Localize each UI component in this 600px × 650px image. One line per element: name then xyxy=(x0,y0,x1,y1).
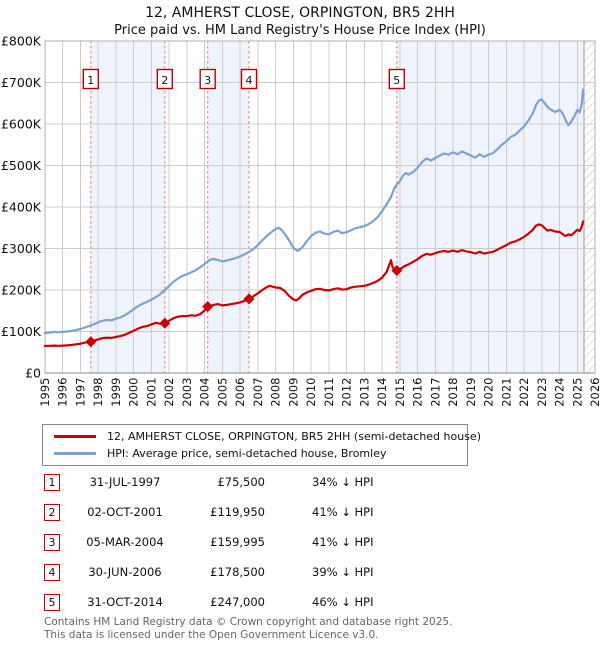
svg-text:2: 2 xyxy=(161,74,168,87)
transaction-hpi-delta: 39% ↓ HPI xyxy=(312,565,374,579)
transaction-row: 1 31-JUL-1997 £75,500 34% ↓ HPI xyxy=(44,467,564,497)
price-history-chart: 1 2 3 4 5 £0 £100K £200K £300K £400K £500K £600K £70… xyxy=(1,34,600,407)
page-subtitle: Price paid vs. HM Land Registry's House … xyxy=(114,23,486,38)
page-title: 12, AMHERST CLOSE, ORPINGTON, BR5 2HH xyxy=(145,5,455,21)
transaction-price: £75,500 xyxy=(217,475,265,489)
transaction-number-badge: 1 xyxy=(44,473,60,491)
x-axis-labels: 1995 1996 1997 1998 1999 2000 2001 2002 2003 2004… xyxy=(38,378,600,407)
transaction-hpi-delta: 46% ↓ HPI xyxy=(312,595,374,609)
legend-item-hpi: HPI: Average price, semi-detached house,… xyxy=(49,445,461,462)
legend-label-property: 12, AMHERST CLOSE, ORPINGTON, BR5 2HH (s… xyxy=(107,430,481,443)
footer-line: Contains HM Land Registry data © Crown c… xyxy=(44,616,453,628)
svg-text:1997: 1997 xyxy=(74,378,88,407)
sale-marker-boxes: 1 2 3 4 5 xyxy=(82,68,405,90)
property-line-swatch xyxy=(54,435,96,438)
svg-text:1998: 1998 xyxy=(91,378,105,407)
svg-text:2003: 2003 xyxy=(180,378,194,407)
transaction-date: 30-JUN-2006 xyxy=(88,565,162,579)
svg-text:2006: 2006 xyxy=(233,378,247,407)
svg-text:2009: 2009 xyxy=(286,378,300,407)
transaction-row: 5 31-OCT-2014 £247,000 46% ↓ HPI xyxy=(44,587,564,617)
svg-text:2019: 2019 xyxy=(464,378,478,407)
transaction-price: £178,500 xyxy=(210,565,265,579)
svg-text:£600K: £600K xyxy=(1,117,42,132)
svg-text:2000: 2000 xyxy=(127,378,141,407)
transaction-price: £159,995 xyxy=(210,535,265,549)
svg-text:2026: 2026 xyxy=(588,378,600,407)
svg-text:2001: 2001 xyxy=(145,378,159,407)
svg-text:2007: 2007 xyxy=(251,378,265,407)
svg-text:4: 4 xyxy=(246,74,253,87)
transaction-row: 4 30-JUN-2006 £178,500 39% ↓ HPI xyxy=(44,557,564,587)
svg-text:2022: 2022 xyxy=(517,378,531,407)
svg-text:£400K: £400K xyxy=(1,200,42,215)
svg-text:2018: 2018 xyxy=(446,378,460,407)
svg-text:3: 3 xyxy=(204,74,211,87)
transaction-date: 31-JUL-1997 xyxy=(89,475,161,489)
svg-text:2014: 2014 xyxy=(375,378,389,407)
transaction-hpi-delta: 41% ↓ HPI xyxy=(312,535,374,549)
svg-text:2013: 2013 xyxy=(357,378,371,407)
transaction-date: 31-OCT-2014 xyxy=(87,595,163,609)
property-line xyxy=(43,220,585,348)
transaction-number-badge: 3 xyxy=(44,533,60,551)
transaction-date: 02-OCT-2001 xyxy=(87,505,163,519)
legend-item-property: 12, AMHERST CLOSE, ORPINGTON, BR5 2HH (s… xyxy=(49,428,481,445)
chart-legend: 12, AMHERST CLOSE, ORPINGTON, BR5 2HH (s… xyxy=(42,424,481,466)
transaction-date: 05-MAR-2004 xyxy=(86,535,164,549)
svg-text:1996: 1996 xyxy=(56,378,70,407)
svg-text:£200K: £200K xyxy=(1,283,42,298)
transaction-hpi-delta: 41% ↓ HPI xyxy=(312,505,374,519)
svg-text:£300K: £300K xyxy=(1,241,42,256)
svg-text:2017: 2017 xyxy=(428,378,442,407)
legend-label-hpi: HPI: Average price, semi-detached house,… xyxy=(107,447,387,460)
svg-text:£100K: £100K xyxy=(1,324,42,339)
transaction-row: 2 02-OCT-2001 £119,950 41% ↓ HPI xyxy=(44,497,564,527)
y-axis-labels: £0 £100K £200K £300K £400K £500K £600K £700K £80… xyxy=(1,34,42,381)
svg-text:2002: 2002 xyxy=(162,378,176,407)
sale-date-lines xyxy=(90,41,398,373)
transaction-price: £119,950 xyxy=(210,505,265,519)
svg-text:2015: 2015 xyxy=(393,378,407,407)
svg-text:2010: 2010 xyxy=(304,378,318,407)
svg-text:2016: 2016 xyxy=(411,378,425,407)
sale-point-markers xyxy=(85,265,403,348)
svg-text:2011: 2011 xyxy=(322,378,336,407)
footer-line: This data is licensed under the Open Gov… xyxy=(44,628,379,641)
transactions-table: 1 31-JUL-1997 £75,500 34% ↓ HPI 2 02-OCT… xyxy=(44,467,564,617)
svg-text:1: 1 xyxy=(87,74,94,87)
svg-text:2004: 2004 xyxy=(198,378,212,407)
transaction-number-badge: 5 xyxy=(44,593,60,611)
svg-text:£500K: £500K xyxy=(1,158,42,173)
svg-text:£700K: £700K xyxy=(1,75,42,90)
transaction-number-badge: 4 xyxy=(44,563,60,581)
svg-text:2023: 2023 xyxy=(535,378,549,407)
svg-text:1995: 1995 xyxy=(38,378,52,407)
transaction-number-badge: 2 xyxy=(44,503,60,521)
transaction-price: £247,000 xyxy=(210,595,265,609)
transaction-row: 3 05-MAR-2004 £159,995 41% ↓ HPI xyxy=(44,527,564,557)
svg-text:2005: 2005 xyxy=(215,378,229,407)
svg-text:2025: 2025 xyxy=(570,378,584,407)
transaction-hpi-delta: 34% ↓ HPI xyxy=(312,475,374,489)
hpi-line xyxy=(43,88,585,335)
svg-text:5: 5 xyxy=(393,74,400,87)
svg-text:£0: £0 xyxy=(25,366,41,381)
hpi-line-swatch xyxy=(54,452,96,455)
footer: Contains HM Land Registry data © Crown c… xyxy=(44,616,452,641)
svg-text:2020: 2020 xyxy=(482,378,496,407)
svg-text:£800K: £800K xyxy=(1,34,42,49)
svg-text:2008: 2008 xyxy=(269,378,283,407)
svg-text:2012: 2012 xyxy=(340,378,354,407)
svg-text:2024: 2024 xyxy=(553,378,567,407)
svg-text:2021: 2021 xyxy=(499,378,513,407)
svg-text:1999: 1999 xyxy=(109,378,123,407)
